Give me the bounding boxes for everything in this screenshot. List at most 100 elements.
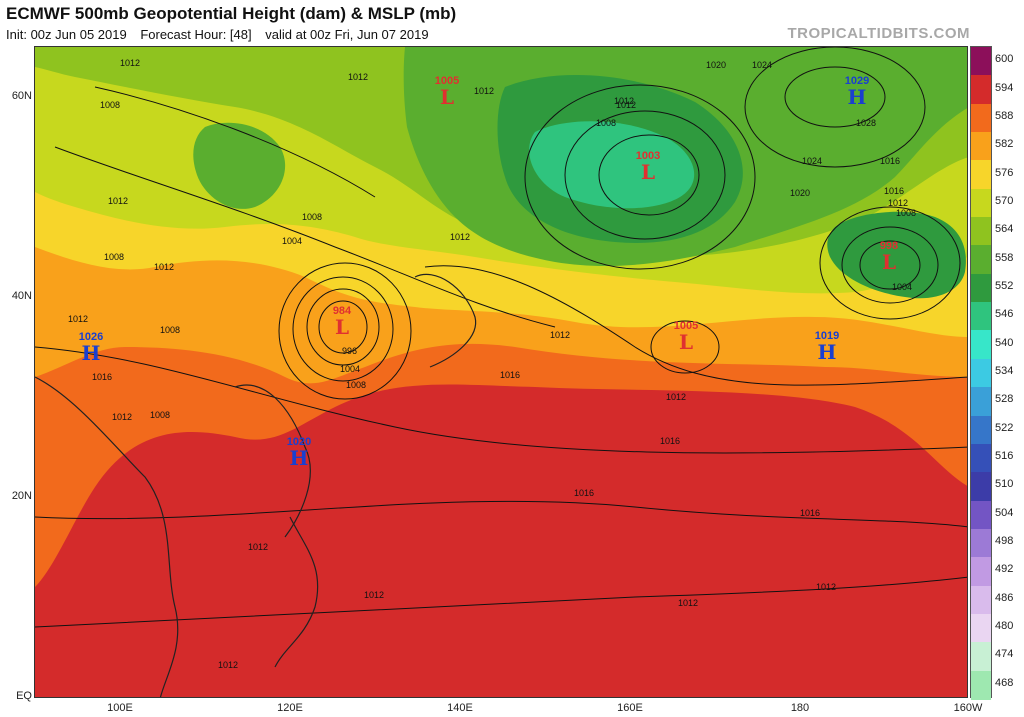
colorbar-label: 552: [995, 279, 1014, 292]
isobar-label: 1012: [616, 100, 637, 110]
isobar-label: 1012: [68, 314, 89, 324]
colorbar-swatch: [971, 47, 991, 77]
brand-watermark: TROPICALTIDBITS.COM: [787, 25, 970, 42]
colorbar-swatch: [971, 642, 991, 672]
isobar-label: 1012: [678, 598, 699, 608]
pressure-value: 1020: [286, 436, 312, 448]
colorbar-label: 576: [995, 166, 1014, 179]
pressure-symbol: L: [334, 315, 350, 339]
pressure-value: 984: [332, 305, 352, 317]
colorbar-label: 492: [995, 563, 1014, 576]
isobar-label: 1012: [248, 542, 269, 552]
isobar-label: 1012: [364, 590, 385, 600]
colorbar-swatch: [971, 217, 991, 247]
isobar-label: 1012: [218, 660, 239, 670]
lon-label: 100E: [107, 702, 133, 714]
isobar-label: 1024: [752, 60, 773, 70]
colorbar-swatch: [971, 387, 991, 417]
isobar-label: 996: [342, 346, 358, 356]
colorbar-swatch: [971, 245, 991, 275]
init-line: Init: 00z Jun 05 2019 Forecast Hour: [48…: [6, 27, 439, 42]
isobar-label: 1020: [706, 60, 727, 70]
lon-label: 120E: [277, 702, 303, 714]
isobar-label: 1012: [450, 232, 471, 242]
colorbar-label: 546: [995, 308, 1014, 321]
isobar-label: 1004: [282, 236, 303, 246]
pressure-symbol: L: [439, 85, 455, 109]
isobar-label: 1012: [474, 86, 495, 96]
pressure-symbol: H: [81, 341, 101, 365]
colorbar-swatch: [971, 75, 991, 105]
lat-label: EQ: [16, 690, 32, 702]
low-pressure-center: 1003 L: [626, 150, 670, 184]
valid-time: valid at 00z Fri, Jun 07 2019: [265, 27, 429, 42]
colorbar-swatch: [971, 585, 991, 615]
low-pressure-center: 984 L: [320, 305, 364, 339]
colorbar-label: 468: [995, 676, 1014, 689]
colorbar-label: 516: [995, 450, 1014, 463]
colorbar-label: 558: [995, 251, 1014, 264]
lat-label: 60N: [11, 90, 32, 102]
header: ECMWF 500mb Geopotential Height (dam) & …: [0, 0, 1024, 46]
pressure-value: 1005: [673, 320, 699, 332]
lat-label: 20N: [11, 490, 32, 502]
colorbar: [970, 46, 992, 700]
colorbar-label: 510: [995, 478, 1014, 491]
coastlines: [35, 273, 477, 697]
colorbar-label: 522: [995, 421, 1014, 434]
isobar-label: 1012: [816, 582, 837, 592]
colorbar-swatch: [971, 330, 991, 360]
colorbar-swatch: [971, 160, 991, 190]
colorbar-swatch: [971, 443, 991, 474]
isobar-label: 1004: [340, 364, 361, 374]
isobar-label: 1012: [888, 198, 909, 208]
isobar-label: 1012: [348, 72, 369, 82]
colorbar-label: 540: [995, 336, 1014, 349]
isobar-label: 1008: [302, 212, 323, 222]
isobar-label: 1008: [100, 100, 121, 110]
colorbar-label: 480: [995, 620, 1014, 633]
band-552-west: [193, 122, 286, 209]
colorbar-swatch: [971, 132, 991, 162]
colorbar-swatch: [971, 670, 991, 700]
high-pressure-center: 1029 H: [835, 76, 879, 109]
low-pressure-center: 998 L: [867, 240, 911, 273]
pressure-value: 998: [879, 240, 899, 252]
pressure-value: 1005: [434, 75, 460, 87]
pressure-value: 1003: [635, 150, 661, 162]
isobar-label: 1004: [892, 282, 913, 292]
isobar-label: 1020: [790, 188, 811, 198]
colorbar-swatch: [971, 188, 991, 219]
pressure-symbol: H: [817, 340, 837, 364]
colorbar-label: 594: [995, 81, 1014, 94]
colorbar-label: 534: [995, 365, 1014, 377]
isobar-label: 1016: [800, 508, 821, 518]
colorbar-swatch: [971, 528, 991, 559]
pressure-symbol: L: [640, 160, 656, 184]
high-pressure-center: 1020 H: [277, 436, 321, 469]
colorbar-swatch: [971, 500, 991, 530]
colorbar-label: 564: [995, 223, 1014, 236]
isobar-label: 1016: [500, 370, 521, 380]
isobar-label: 1008: [896, 208, 917, 218]
band-546-east: [827, 211, 966, 299]
lon-label: 140E: [447, 702, 473, 714]
pressure-symbol: L: [678, 330, 694, 354]
isobar-label: 1008: [596, 118, 617, 128]
init-time: Init: 00z Jun 05 2019: [6, 27, 127, 42]
colorbar-swatch: [971, 557, 991, 587]
map-frame: [34, 46, 968, 698]
pressure-value: 1019: [814, 330, 840, 342]
colorbar-swatch: [971, 302, 991, 332]
pressure-value: 1026: [78, 331, 104, 343]
pressure-symbol: H: [847, 85, 867, 109]
isobar-label: 1012: [120, 58, 141, 68]
isobars: [35, 47, 967, 628]
isobar-label: 1012: [154, 262, 175, 272]
low-pressure-center: 1005 L: [425, 75, 469, 109]
colorbar-swatch: [971, 415, 991, 445]
isobar-label: 1008: [150, 410, 171, 420]
map-svg: [35, 47, 967, 697]
isobar-label: 1028: [856, 118, 877, 128]
isobar-label: 1012: [108, 196, 129, 206]
